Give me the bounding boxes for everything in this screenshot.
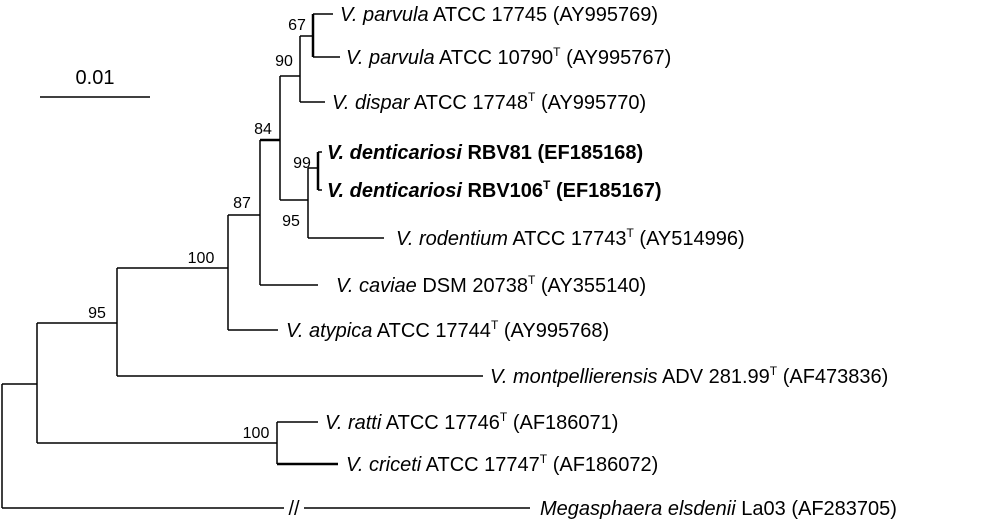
bootstrap-label: 90 bbox=[275, 53, 293, 70]
bootstrap-label: 87 bbox=[233, 195, 251, 212]
leaf-label-parvula-17745: V. parvula ATCC 17745 (AY995769) bbox=[340, 4, 658, 26]
leaf-label-denticariosi-rbv106: V. denticariosi RBV106T (EF185167) bbox=[327, 178, 662, 202]
leaf-label-caviae: V. caviae DSM 20738T (AY355140) bbox=[336, 273, 646, 297]
bootstrap-label: 67 bbox=[288, 17, 306, 34]
scale-bar-label: 0.01 bbox=[76, 67, 115, 89]
tree-branches bbox=[1, 13, 530, 509]
bootstrap-label: 95 bbox=[88, 305, 106, 322]
leaf-label-atypica: V. atypica ATCC 17744T (AY995768) bbox=[286, 318, 609, 342]
bootstrap-label: 99 bbox=[293, 155, 311, 172]
leaf-label-megasphaera: Megasphaera elsdenii La03 (AF283705) bbox=[540, 498, 897, 520]
bootstrap-values: 67 90 99 95 84 87 100 95 100 bbox=[88, 17, 311, 442]
leaf-label-montpellierensis: V. montpellierensis ADV 281.99T (AF47383… bbox=[490, 364, 888, 388]
leaf-label-ratti: V. ratti ATCC 17746T (AF186071) bbox=[325, 410, 618, 434]
leaf-label-dispar: V. dispar ATCC 17748T (AY995770) bbox=[332, 90, 646, 114]
leaf-label-criceti: V. criceti ATCC 17747T (AF186072) bbox=[346, 452, 658, 476]
bootstrap-label: 100 bbox=[188, 250, 215, 267]
scale-bar: 0.01 bbox=[40, 67, 150, 98]
leaf-label-rodentium: V. rodentium ATCC 17743T (AY514996) bbox=[396, 226, 745, 250]
bootstrap-label: 100 bbox=[243, 425, 270, 442]
bootstrap-label: 95 bbox=[282, 213, 300, 230]
leaf-label-parvula-10790: V. parvula ATCC 10790T (AY995767) bbox=[346, 45, 671, 69]
bootstrap-label: 84 bbox=[254, 121, 272, 138]
leaf-label-denticariosi-rbv81: V. denticariosi RBV81 (EF185168) bbox=[327, 142, 643, 164]
branch-break-mark: // bbox=[288, 498, 300, 520]
leaf-labels: V. parvula ATCC 17745 (AY995769) V. parv… bbox=[286, 4, 897, 520]
